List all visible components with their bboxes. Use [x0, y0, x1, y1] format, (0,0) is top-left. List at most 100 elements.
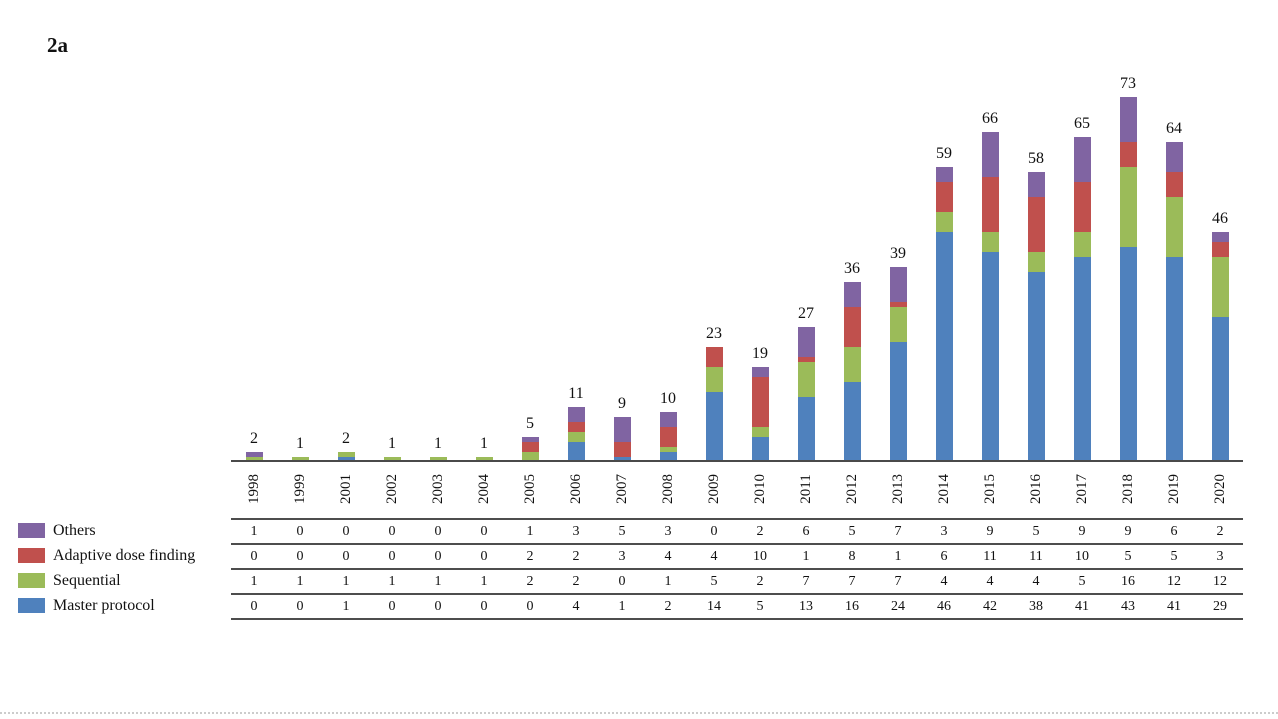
x-tick-label-2019: 2019 [1165, 474, 1182, 504]
table-cell-sequential-2011: 7 [802, 574, 810, 589]
table-cell-others-2006: 3 [572, 524, 580, 539]
bar-segment-sequential-2001 [337, 452, 355, 457]
bar-segment-master-protocol-2012 [843, 382, 861, 462]
bar-segment-adaptive-dose-finding-2012 [843, 307, 861, 347]
table-cell-adaptive-dose-finding-2015: 11 [983, 549, 997, 564]
bar-segment-sequential-2017 [1073, 232, 1091, 257]
table-cell-adaptive-dose-finding-2016: 11 [1029, 549, 1043, 564]
table-row-master-protocol: 0 0 1 0 0 0 0 4 1 2 14 5 13 16 24 46 42 38 41 43 41 29 [231, 593, 1243, 618]
table-cell-master-protocol-2007: 1 [618, 599, 626, 614]
x-tick-label-2008: 2008 [659, 474, 676, 504]
x-tick-label-2014: 2014 [935, 474, 952, 504]
table-cell-adaptive-dose-finding-2007: 3 [618, 549, 626, 564]
bar-segment-others-2005 [521, 437, 539, 442]
bar-total-label-2013: 39 [890, 245, 906, 262]
bar-segment-sequential-2003 [429, 457, 447, 462]
bar-segment-sequential-2018 [1119, 167, 1137, 247]
x-tick-label-1999: 1999 [291, 474, 308, 504]
table-cell-others-2017: 9 [1078, 524, 1086, 539]
x-tick-label-2013: 2013 [889, 474, 906, 504]
bar-segment-others-2007 [613, 417, 631, 442]
bar-segment-adaptive-dose-finding-2011 [797, 357, 815, 362]
bar-total-label-2007: 9 [618, 395, 626, 412]
x-tick-label-2002: 2002 [383, 474, 400, 504]
bar-total-label-2015: 66 [982, 110, 998, 127]
bar-segment-adaptive-dose-finding-2014 [935, 182, 953, 212]
bar-segment-adaptive-dose-finding-2005 [521, 442, 539, 452]
table-cell-others-2019: 6 [1170, 524, 1178, 539]
bar-segment-adaptive-dose-finding-2010 [751, 377, 769, 427]
table-cell-master-protocol-2002: 0 [388, 599, 396, 614]
bar-segment-master-protocol-2016 [1027, 272, 1045, 462]
table-cell-adaptive-dose-finding-2020: 3 [1216, 549, 1224, 564]
bar-segment-sequential-2015 [981, 232, 999, 252]
x-tick-label-2001: 2001 [337, 474, 354, 504]
bar-segment-master-protocol-2001 [337, 457, 355, 462]
bar-segment-others-2018 [1119, 97, 1137, 142]
bar-total-label-2004: 1 [480, 435, 488, 452]
data-table: 1 0 0 0 0 0 1 3 5 3 0 2 6 5 7 3 9 5 9 9 6 2 0 0 0 0 0 0 2 2 3 4 4 10 1 8 1 6 1… [231, 518, 1243, 620]
table-row-others: 1 0 0 0 0 0 1 3 5 3 0 2 6 5 7 3 9 5 9 9 6 2 [231, 518, 1243, 543]
table-cell-sequential-2015: 4 [986, 574, 994, 589]
table-cell-master-protocol-2004: 0 [480, 599, 488, 614]
bar-total-label-2018: 73 [1120, 75, 1136, 92]
x-tick-label-2012: 2012 [843, 474, 860, 504]
bar-segment-others-1998 [245, 452, 263, 457]
table-cell-others-2008: 3 [664, 524, 672, 539]
table-cell-sequential-2007: 0 [618, 574, 626, 589]
table-cell-master-protocol-2010: 5 [756, 599, 764, 614]
bar-total-label-2017: 65 [1074, 115, 1090, 132]
table-cell-others-2011: 6 [802, 524, 810, 539]
bar-total-label-2003: 1 [434, 435, 442, 452]
x-tick-label-2011: 2011 [797, 474, 814, 504]
table-cell-sequential-2017: 5 [1078, 574, 1086, 589]
legend-swatch-master-protocol [18, 598, 45, 613]
table-cell-adaptive-dose-finding-2017: 10 [1075, 549, 1089, 564]
table-cell-adaptive-dose-finding-2013: 1 [894, 549, 902, 564]
table-cell-master-protocol-2015: 42 [983, 599, 997, 614]
table-cell-master-protocol-2018: 43 [1121, 599, 1135, 614]
table-cell-master-protocol-2006: 4 [572, 599, 580, 614]
table-cell-others-2007: 5 [618, 524, 626, 539]
x-tick-label-2010: 2010 [751, 474, 768, 504]
figure-label: 2a [47, 33, 68, 57]
table-cell-others-2020: 2 [1216, 524, 1224, 539]
table-cell-adaptive-dose-finding-2005: 2 [526, 549, 534, 564]
bar-segment-others-2008 [659, 412, 677, 427]
bar-segment-master-protocol-2020 [1211, 317, 1229, 462]
bar-total-label-2009: 23 [706, 325, 722, 342]
bar-segment-master-protocol-2006 [567, 442, 585, 462]
bar-total-label-2016: 58 [1028, 150, 1044, 167]
table-cell-sequential-2012: 7 [848, 574, 856, 589]
bar-segment-sequential-2014 [935, 212, 953, 232]
legend-label-others: Others [53, 521, 96, 539]
bar-segment-sequential-1998 [245, 457, 263, 462]
table-cell-adaptive-dose-finding-2018: 5 [1124, 549, 1132, 564]
bar-segment-others-2020 [1211, 232, 1229, 242]
bar-segment-others-2006 [567, 407, 585, 422]
table-cell-adaptive-dose-finding-2010: 10 [753, 549, 767, 564]
table-cell-master-protocol-1998: 0 [250, 599, 258, 614]
bar-segment-adaptive-dose-finding-2015 [981, 177, 999, 232]
table-cell-sequential-1999: 1 [296, 574, 304, 589]
table-cell-master-protocol-2017: 41 [1075, 599, 1089, 614]
x-tick-label-2006: 2006 [567, 474, 584, 504]
table-cell-master-protocol-2014: 46 [937, 599, 951, 614]
bar-segment-sequential-2006 [567, 432, 585, 442]
legend-swatch-others [18, 523, 45, 538]
table-cell-sequential-2016: 4 [1032, 574, 1040, 589]
bar-total-label-1999: 1 [296, 435, 304, 452]
bar-segment-adaptive-dose-finding-2017 [1073, 182, 1091, 232]
table-row-adaptive-dose-finding: 0 0 0 0 0 0 2 2 3 4 4 10 1 8 1 6 11 11 10 5 5 3 [231, 543, 1243, 568]
bar-segment-master-protocol-2013 [889, 342, 907, 462]
table-cell-master-protocol-2005: 0 [526, 599, 534, 614]
table-cell-others-2015: 9 [986, 524, 994, 539]
table-cell-sequential-2003: 1 [434, 574, 442, 589]
bar-segment-master-protocol-2011 [797, 397, 815, 462]
bar-segment-master-protocol-2015 [981, 252, 999, 462]
x-tick-label-2015: 2015 [981, 474, 998, 504]
bar-segment-others-2016 [1027, 172, 1045, 197]
table-cell-sequential-2019: 12 [1167, 574, 1181, 589]
bar-segment-sequential-2005 [521, 452, 539, 462]
table-row-sequential: 1 1 1 1 1 1 2 2 0 1 5 2 7 7 7 4 4 4 5 16 12 12 [231, 568, 1243, 593]
